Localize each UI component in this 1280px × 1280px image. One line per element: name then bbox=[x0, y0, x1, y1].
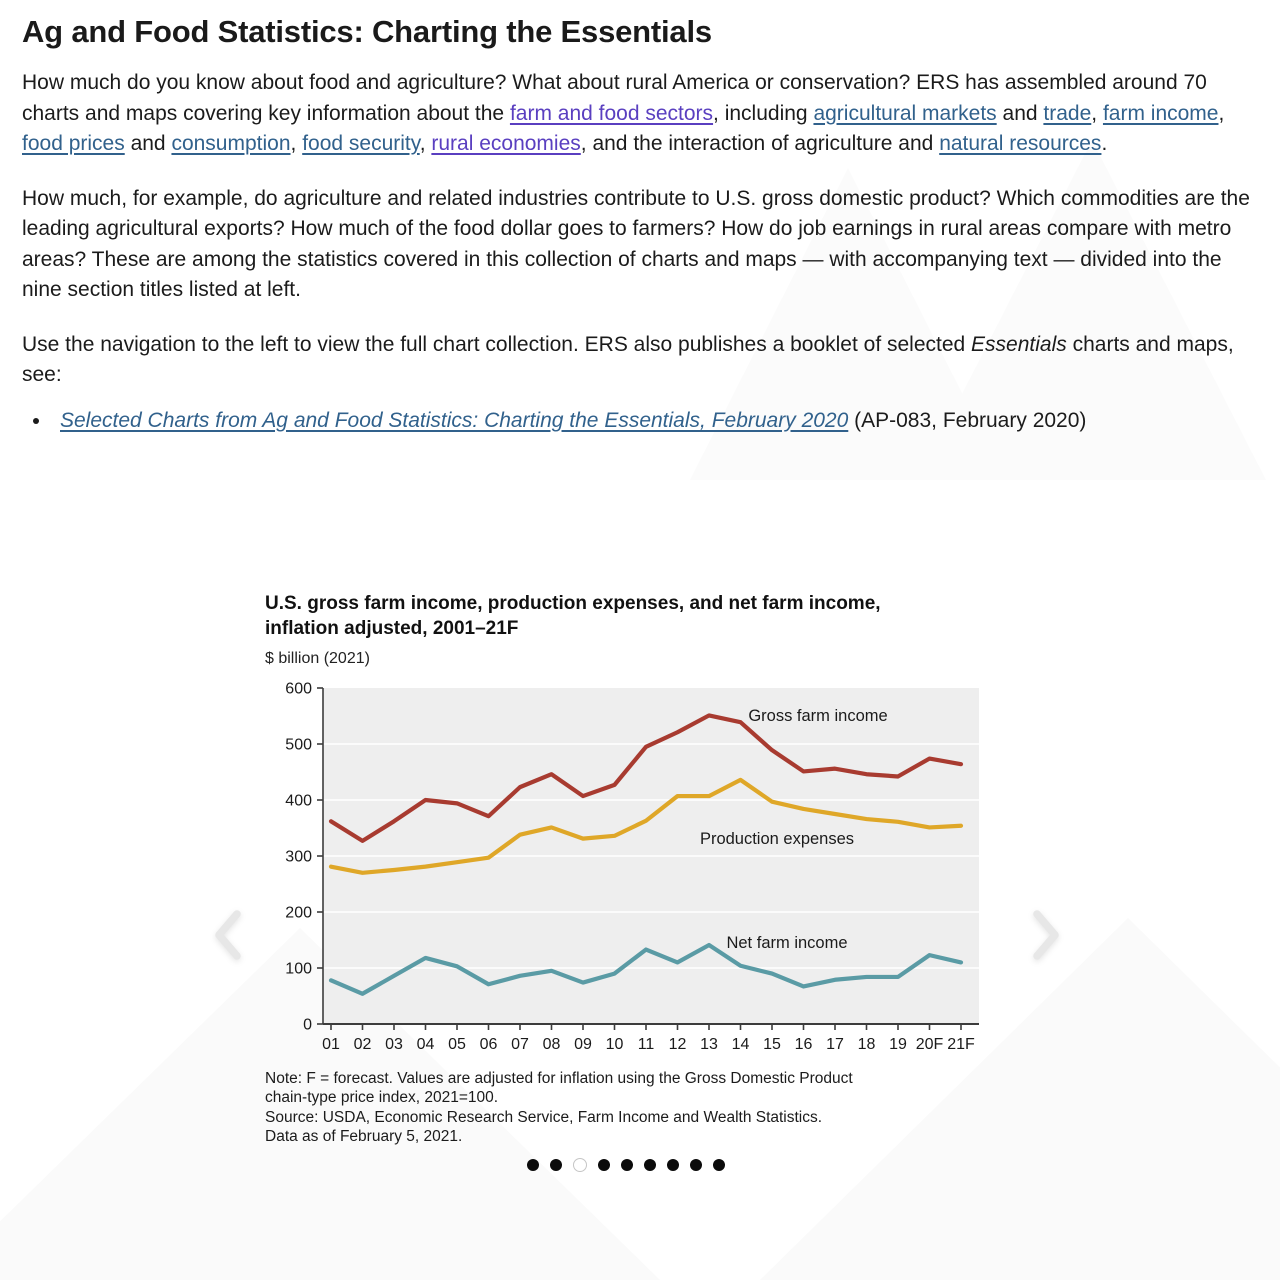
x-tick-label: 01 bbox=[322, 1036, 340, 1053]
series-inline-label: Net farm income bbox=[726, 934, 847, 952]
x-tick-label: 09 bbox=[574, 1036, 592, 1053]
carousel-dot-2[interactable] bbox=[550, 1158, 562, 1171]
chart-note-line: chain-type price index, 2021=100. bbox=[265, 1089, 499, 1106]
y-tick-label: 200 bbox=[285, 904, 312, 921]
carousel-dot-4[interactable] bbox=[598, 1158, 610, 1171]
text-run: How much, for example, do agriculture an… bbox=[22, 186, 1250, 302]
x-tick-label: 21F bbox=[947, 1036, 975, 1053]
inline-link[interactable]: farm and food sectors bbox=[509, 101, 714, 125]
text-run: , including bbox=[713, 101, 814, 125]
x-tick-label: 13 bbox=[700, 1036, 718, 1053]
series-inline-label: Production expenses bbox=[700, 830, 854, 848]
text-run: , bbox=[1091, 101, 1103, 125]
carousel-dot-7[interactable] bbox=[667, 1158, 679, 1171]
inline-link[interactable]: food security bbox=[302, 132, 420, 155]
inline-link[interactable]: trade bbox=[1043, 101, 1092, 125]
text-run: and bbox=[124, 132, 172, 155]
text-run: and bbox=[996, 101, 1044, 125]
x-tick-label: 07 bbox=[511, 1036, 529, 1053]
inline-link[interactable]: food prices bbox=[22, 132, 125, 155]
inline-link[interactable]: consumption bbox=[171, 132, 291, 155]
page-title: Ag and Food Statistics: Charting the Ess… bbox=[22, 14, 712, 49]
farm-income-chart: 0 100 200 300 400 500 600 01 02 03 04 05 06 07 08 09 10 1… bbox=[285, 680, 979, 1053]
chart-title-line: inflation adjusted, 2001–21F bbox=[265, 617, 519, 639]
second-paragraph: How much, for example, do agriculture an… bbox=[22, 184, 1258, 306]
text-run: , bbox=[1218, 101, 1225, 125]
x-tick-label: 14 bbox=[732, 1036, 750, 1053]
text-run: Use the navigation to the left to view t… bbox=[22, 332, 972, 356]
italic-text: Essentials bbox=[971, 332, 1067, 356]
chart-note-line: Note: F = forecast. Values are adjusted … bbox=[265, 1069, 853, 1087]
x-tick-label: 08 bbox=[543, 1036, 561, 1053]
inline-link[interactable]: rural economies bbox=[431, 132, 581, 155]
x-tick-label: 02 bbox=[354, 1036, 372, 1053]
text-run: (AP-083, February 2020) bbox=[848, 408, 1087, 432]
y-tick-label: 100 bbox=[285, 960, 312, 977]
x-tick-label: 10 bbox=[606, 1036, 624, 1053]
x-tick-label: 17 bbox=[826, 1036, 844, 1053]
intro-paragraph: How much do you know about food and agri… bbox=[22, 68, 1258, 160]
x-tick-label: 06 bbox=[480, 1036, 498, 1053]
chart-note-line: Source: USDA, Economic Research Service,… bbox=[265, 1108, 823, 1126]
carousel-dot-5[interactable] bbox=[621, 1158, 633, 1171]
carousel-dot-1[interactable] bbox=[527, 1158, 539, 1171]
x-tick-label: 16 bbox=[795, 1036, 813, 1053]
inline-link[interactable]: farm income bbox=[1102, 101, 1219, 125]
x-tick-label: 19 bbox=[889, 1036, 907, 1053]
y-tick-label: 0 bbox=[303, 1016, 312, 1033]
x-tick-label: 18 bbox=[858, 1036, 876, 1053]
inline-link[interactable]: Selected Charts from Ag and Food Statist… bbox=[60, 408, 849, 432]
x-tick-label: 03 bbox=[385, 1036, 403, 1053]
chart-carousel-slide: U.S. gross farm income, production expen… bbox=[265, 591, 987, 1172]
y-tick-label: 500 bbox=[285, 736, 312, 753]
third-paragraph: Use the navigation to the left to view t… bbox=[22, 330, 1258, 391]
carousel-dots bbox=[265, 1157, 987, 1172]
chart-title: U.S. gross farm income, production expen… bbox=[265, 591, 987, 641]
x-tick-label: 04 bbox=[417, 1036, 435, 1053]
publication-list-item: Selected Charts from Ag and Food Statist… bbox=[52, 405, 1152, 436]
chart-title-line: U.S. gross farm income, production expen… bbox=[265, 592, 881, 614]
inline-link[interactable]: agricultural markets bbox=[813, 101, 997, 125]
y-tick-label: 400 bbox=[285, 792, 312, 809]
carousel-dot-9[interactable] bbox=[713, 1158, 725, 1171]
text-run: , bbox=[290, 132, 303, 155]
chart-unit-label: $ billion (2021) bbox=[265, 649, 370, 667]
text-run: . bbox=[1101, 132, 1108, 155]
x-tick-label: 11 bbox=[638, 1036, 655, 1053]
carousel-dot-8[interactable] bbox=[690, 1158, 702, 1171]
carousel-dot-3-current[interactable] bbox=[573, 1157, 587, 1172]
x-tick-label: 15 bbox=[763, 1036, 781, 1053]
y-tick-label: 300 bbox=[285, 848, 312, 865]
x-tick-label: 20F bbox=[916, 1036, 944, 1053]
text-run: How much do you know about food and agri… bbox=[22, 71, 1207, 125]
text-run: , and the interaction of agriculture and bbox=[580, 132, 940, 155]
x-tick-label: 12 bbox=[669, 1036, 687, 1053]
publication-list: Selected Charts from Ag and Food Statist… bbox=[52, 405, 1258, 436]
y-tick-label: 600 bbox=[285, 680, 312, 697]
series-production-expenses bbox=[328, 777, 964, 875]
inline-link[interactable]: natural resources bbox=[939, 132, 1102, 155]
series-inline-label: Gross farm income bbox=[748, 707, 887, 725]
text-run: , bbox=[419, 132, 432, 155]
chart-note-line: Data as of February 5, 2021. bbox=[265, 1128, 463, 1145]
carousel-dot-6[interactable] bbox=[644, 1158, 656, 1171]
x-tick-label: 05 bbox=[448, 1036, 466, 1053]
series-gross-farm-income bbox=[328, 712, 964, 843]
chart-note: Note: F = forecast. Values are adjusted … bbox=[265, 1069, 987, 1147]
